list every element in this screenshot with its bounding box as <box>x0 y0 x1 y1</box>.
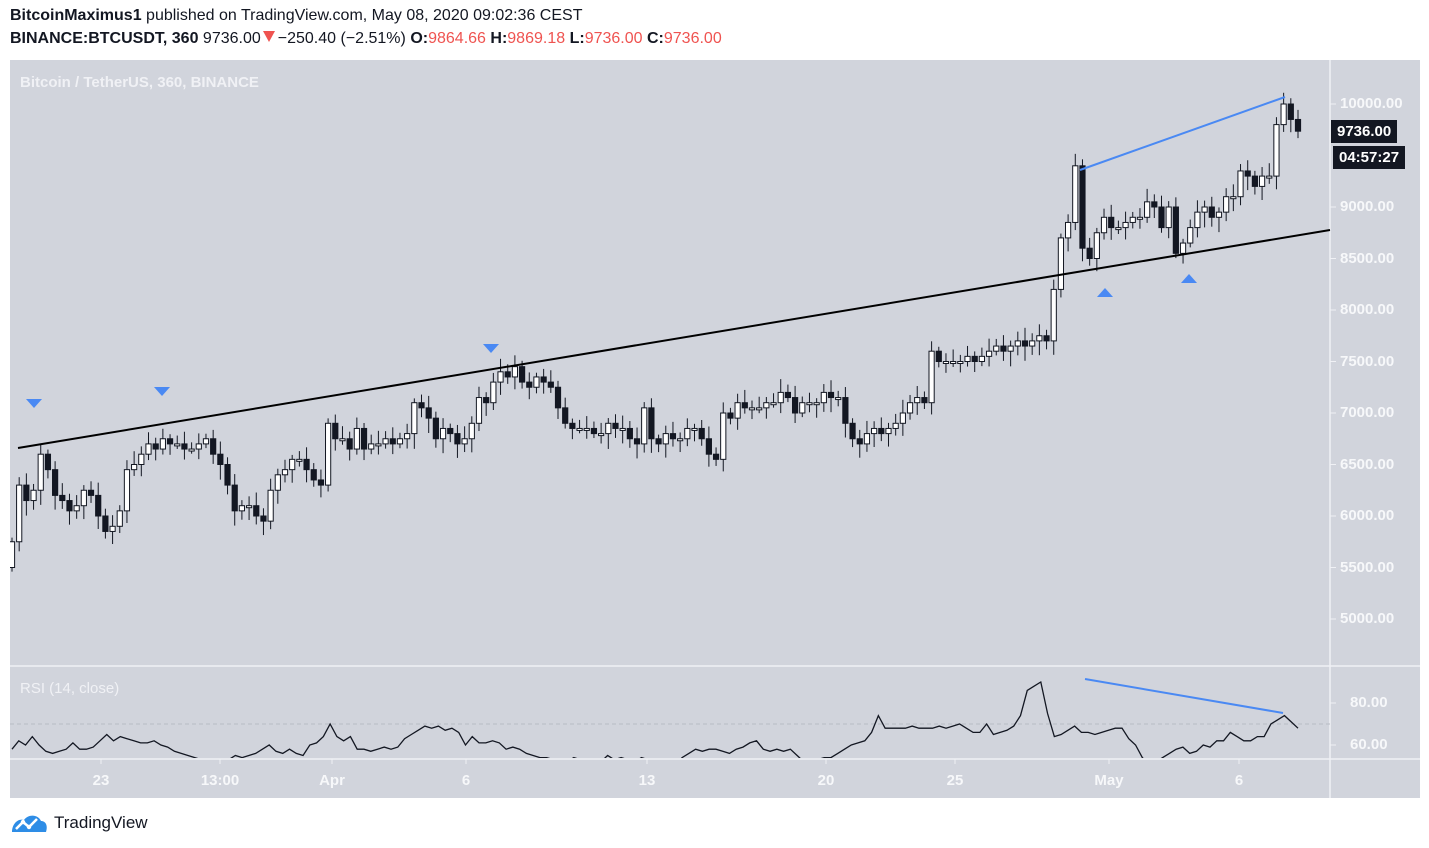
tradingview-footer: TradingView <box>10 812 148 834</box>
price-axis-label: 8500.00 <box>1340 249 1395 267</box>
chart-area[interactable]: Bitcoin / TetherUS, 360, BINANCE RSI (14… <box>10 60 1420 798</box>
time-axis-label: Apr <box>319 772 345 789</box>
price-axis-label: 5500.00 <box>1340 558 1395 576</box>
rsi-axis-label: 80.00 <box>1350 694 1388 711</box>
low-value: 9736.00 <box>584 30 643 47</box>
price-axis-label: 8000.00 <box>1340 301 1395 318</box>
time-axis-label: 23 <box>92 772 110 789</box>
low-label: L: <box>569 30 585 47</box>
symbol-label: BINANCE:BTCUSDT, 360 <box>10 30 199 47</box>
price-axis-label: 7000.00 <box>1340 404 1395 421</box>
last-price-tag: 9736.00 <box>1331 120 1398 143</box>
time-axis-label: May <box>1094 772 1124 789</box>
rsi-title: RSI (14, close) <box>20 680 120 697</box>
price-axis-label: 6500.00 <box>1340 455 1395 473</box>
time-axis-label: 6 <box>461 772 471 789</box>
time-axis-label: 13:00 <box>200 772 240 789</box>
open-value: 9864.66 <box>428 30 486 47</box>
published-text: published on TradingView.com, May 08, 20… <box>146 7 583 24</box>
price-axis-label: 9000.00 <box>1340 198 1395 215</box>
price-change: −250.40 (−2.51%) <box>277 30 406 47</box>
time-axis-label: 25 <box>946 772 964 789</box>
chart-canvas[interactable] <box>10 60 1420 798</box>
open-label: O: <box>410 30 429 47</box>
price-axis-label: 10000.00 <box>1340 95 1403 112</box>
time-axis-label: 20 <box>817 772 835 789</box>
high-value: 9869.18 <box>507 30 566 47</box>
close-label: C: <box>646 30 664 47</box>
chart-title: Bitcoin / TetherUS, 360, BINANCE <box>20 74 259 91</box>
countdown-tag: 04:57:27 <box>1333 146 1406 169</box>
time-axis-label: 6 <box>1234 772 1244 789</box>
publish-info: BitcoinMaximus1 published on TradingView… <box>10 7 582 25</box>
price-axis-label: 6000.00 <box>1340 507 1395 524</box>
price-axis-label: 5000.00 <box>1340 610 1395 627</box>
last-price: 9736.00 <box>202 30 261 47</box>
tradingview-logo-icon <box>12 815 47 832</box>
high-label: H: <box>490 30 508 47</box>
symbol-info-bar: BINANCE:BTCUSDT, 360 9736.00 −250.40 (−2.… <box>10 30 722 48</box>
rsi-axis-label: 60.00 <box>1350 736 1388 753</box>
author-name[interactable]: BitcoinMaximus1 <box>10 7 142 24</box>
tradingview-brand: TradingView <box>54 813 148 832</box>
down-arrow-icon <box>262 31 275 42</box>
time-axis-label: 13 <box>638 772 656 789</box>
price-axis-label: 7500.00 <box>1340 352 1395 370</box>
close-value: 9736.00 <box>663 30 722 47</box>
